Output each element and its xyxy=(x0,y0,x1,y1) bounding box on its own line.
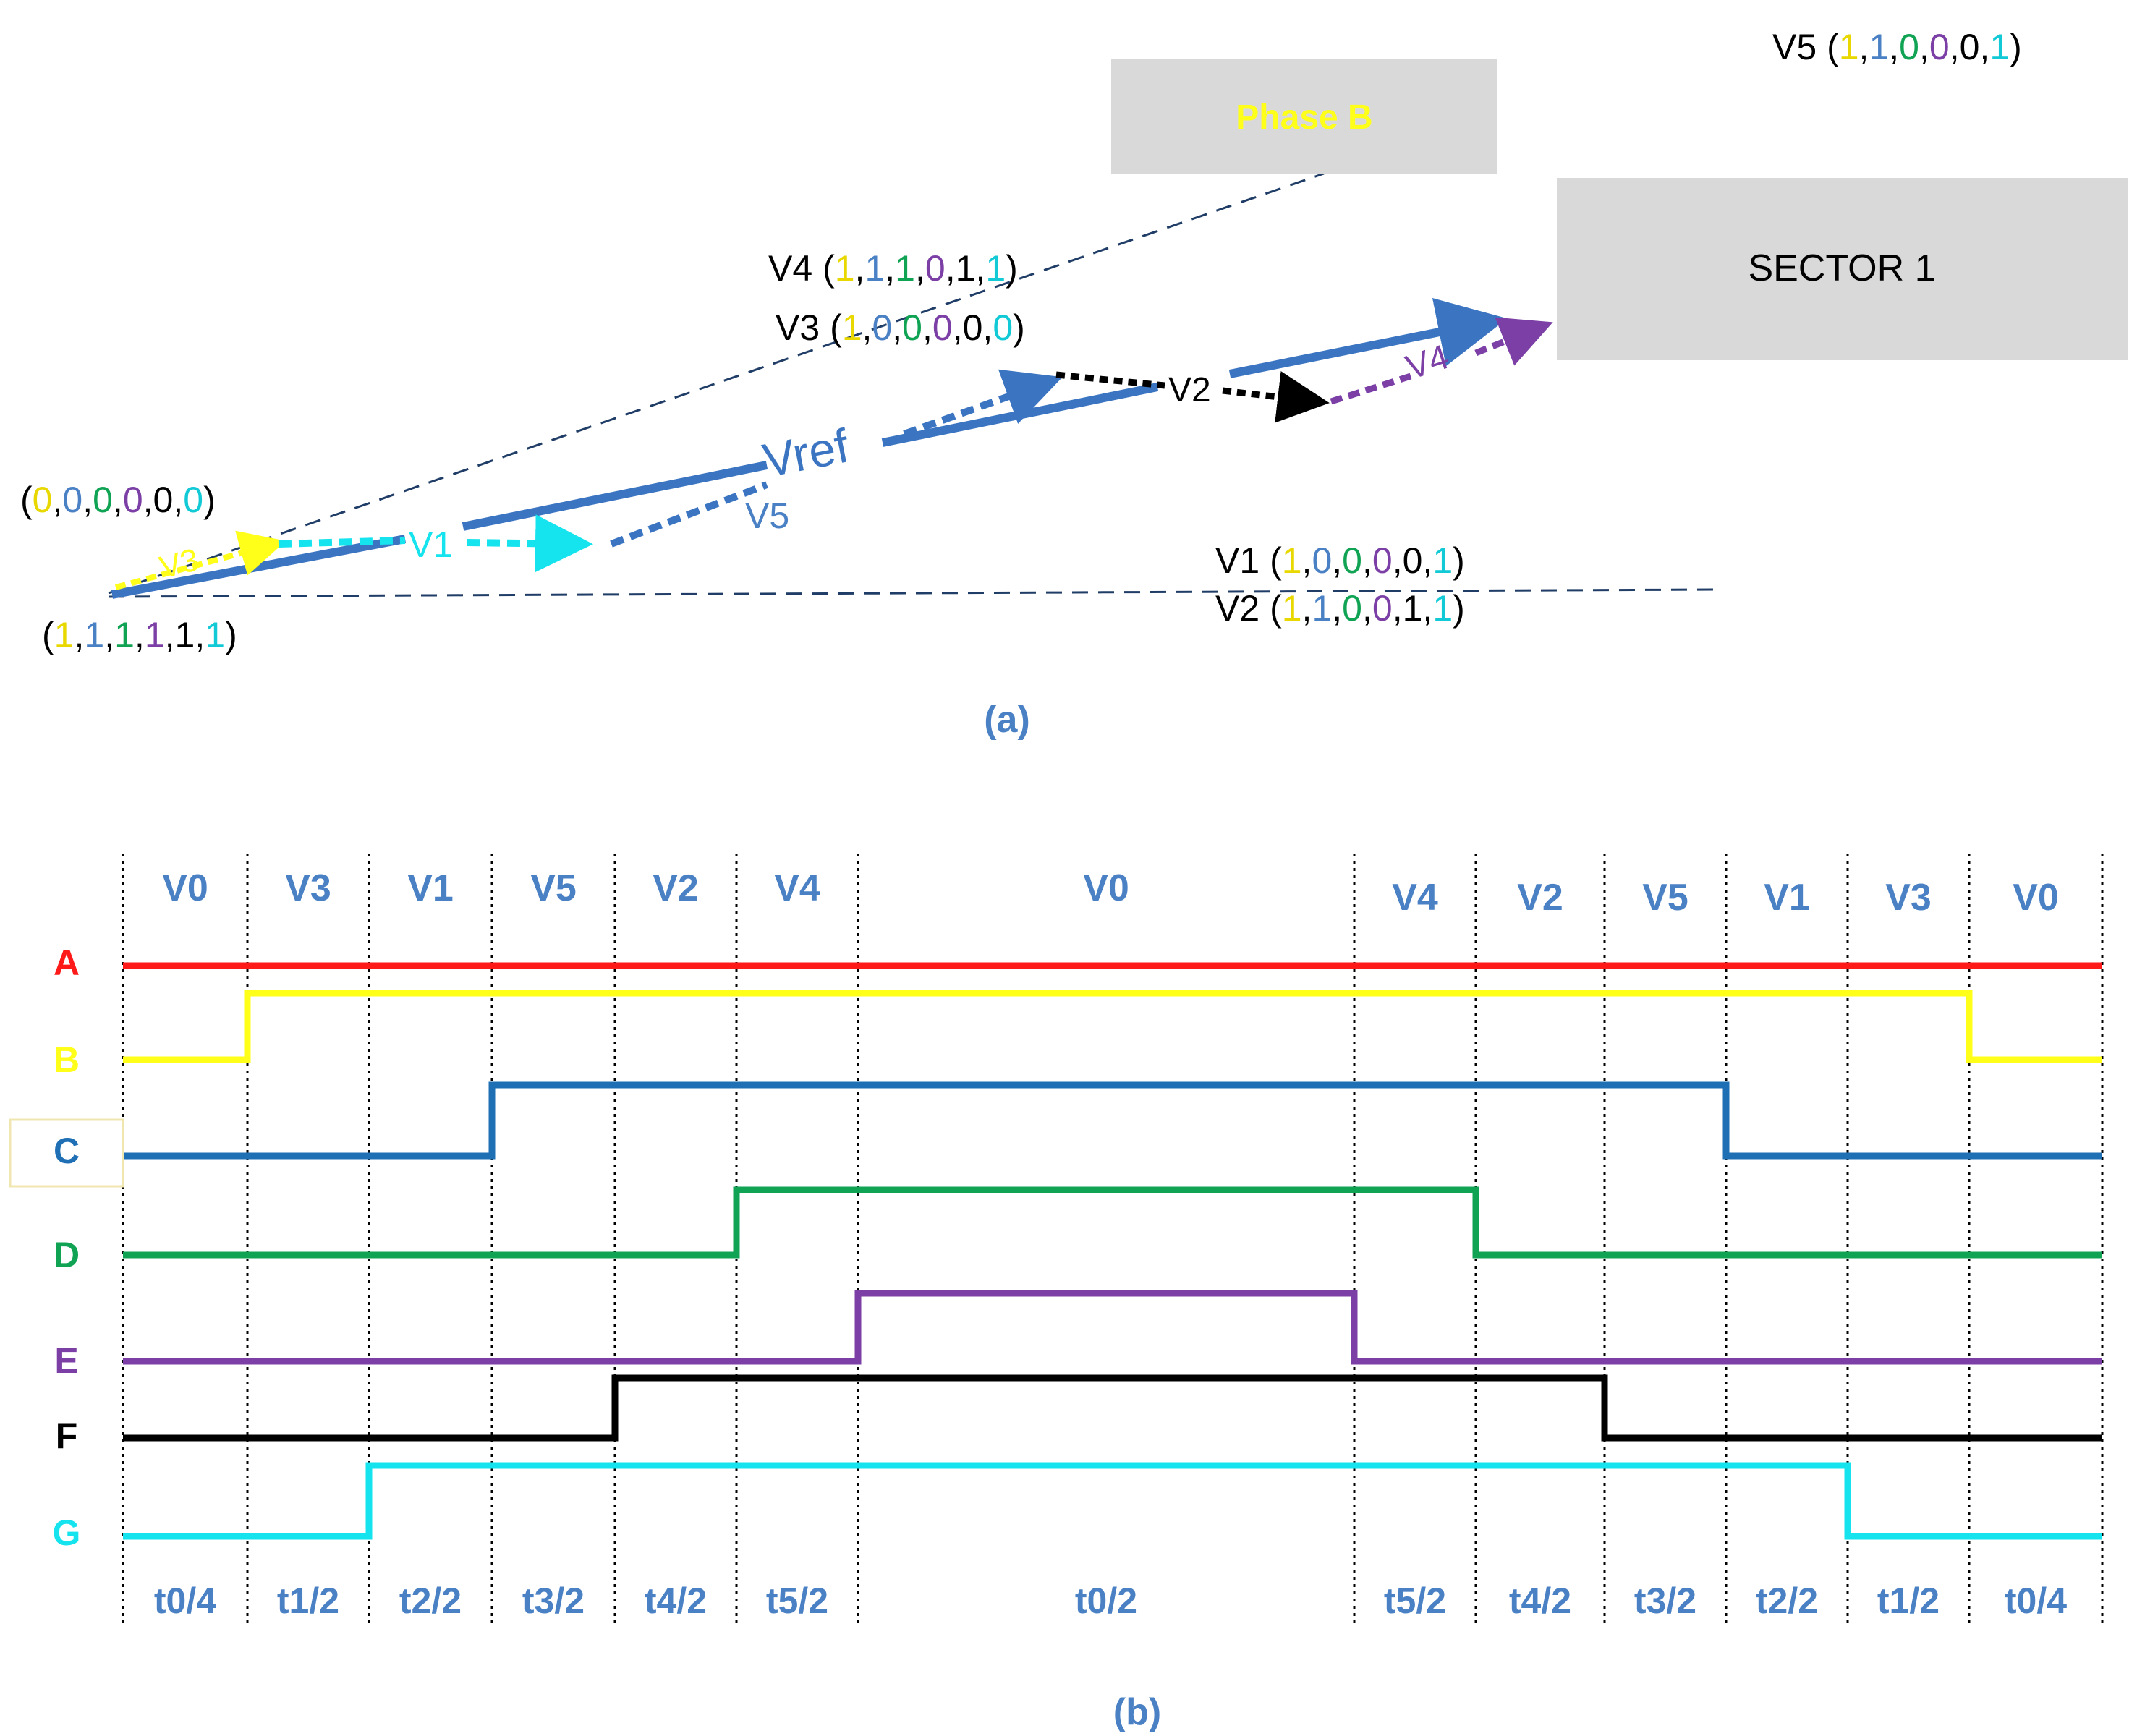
signal-c-highlight-box xyxy=(9,1118,124,1188)
signal-names: A B C D EF G xyxy=(53,943,81,1553)
signal-label-d: D xyxy=(54,1235,80,1275)
v4-arrow xyxy=(1330,373,1412,405)
waveform-e xyxy=(123,1290,2102,1365)
state-v2: V2 (1,1,0,0,1,1) xyxy=(1215,588,1465,629)
state-zero: (0,0,0,0,0,0) xyxy=(20,480,216,520)
time-label: t4/2 xyxy=(1509,1580,1571,1621)
time-label: t4/2 xyxy=(645,1580,707,1621)
vref-label: Vref xyxy=(759,418,854,487)
v2-arrow-tail xyxy=(1222,371,1330,423)
waveform-g xyxy=(123,1462,2102,1540)
v2-arrow xyxy=(1055,371,1165,389)
vector-label: V1 xyxy=(407,867,454,909)
time-label: t3/2 xyxy=(522,1580,585,1621)
waveform-b xyxy=(123,990,2102,1063)
time-label: t0/4 xyxy=(154,1580,216,1621)
time-label: t2/2 xyxy=(1756,1580,1818,1621)
caption-b: (b) xyxy=(1113,1691,1161,1733)
signal-label-g: G xyxy=(53,1512,81,1553)
signal-label-e: E xyxy=(54,1340,78,1381)
v1-arrow xyxy=(278,537,406,548)
interval-dividers xyxy=(122,854,2104,1628)
v5-arrow xyxy=(610,481,768,548)
v1-label: V1 xyxy=(409,524,453,565)
caption-a: (a) xyxy=(984,699,1030,741)
vector-label: V0 xyxy=(162,867,208,909)
vector-label: V2 xyxy=(1517,877,1563,919)
v5-label: V5 xyxy=(745,495,789,536)
time-label: t1/2 xyxy=(1877,1580,1940,1621)
vector-label: V2 xyxy=(653,867,699,909)
v4-arrow-tail xyxy=(1474,317,1553,366)
time-label: t3/2 xyxy=(1634,1580,1696,1621)
signal-label-f: F xyxy=(56,1416,78,1456)
sector-boundary-lower xyxy=(108,588,1715,598)
vref-arrow-segment xyxy=(1228,298,1508,378)
vector-label: V4 xyxy=(1392,877,1438,919)
v1-arrow-tail xyxy=(466,514,593,573)
phase-b-label: Phase B xyxy=(1236,98,1372,137)
signal-label-c: C xyxy=(54,1131,80,1171)
state-one: (1,1,1,1,1,1) xyxy=(42,615,237,655)
time-label: t0/2 xyxy=(1075,1580,1137,1621)
vector-label: V3 xyxy=(285,867,331,909)
time-label: t1/2 xyxy=(277,1580,339,1621)
waveform-d xyxy=(123,1186,2102,1259)
state-v5: V5 (1,1,0,0,0,1) xyxy=(1772,27,2022,67)
time-label: t5/2 xyxy=(1384,1580,1446,1621)
waveform-c xyxy=(123,1081,2102,1160)
waveform-f xyxy=(123,1374,2102,1442)
state-v4: V4 (1,1,1,0,1,1) xyxy=(768,248,1018,289)
time-interval-labels: t0/4 t1/2 t2/2 t3/2 t4/2 t5/2 t0/2 t5/2 t4/2 t3/2… xyxy=(154,1580,2067,1621)
vector-label: V0 xyxy=(1083,867,1129,909)
v3-arrow xyxy=(114,530,286,590)
sector-label: SECTOR 1 xyxy=(1748,247,1935,289)
vector-label: V5 xyxy=(1642,877,1688,919)
panel-a: Phase B SECTOR 1 Vref V3 V1 V5 V2 V4 V5 … xyxy=(20,27,2128,741)
vref-arrow-segment xyxy=(462,461,768,531)
time-label: t2/2 xyxy=(399,1580,462,1621)
state-v3: V3 (1,0,0,0,0,0) xyxy=(776,307,1025,348)
v2-label: V2 xyxy=(1168,371,1211,409)
signal-label-b: B xyxy=(54,1039,80,1080)
vector-label: V0 xyxy=(2013,877,2059,919)
sector-box xyxy=(1557,178,2128,360)
phase-b-box xyxy=(1111,59,1497,174)
vector-label: V3 xyxy=(1885,877,1932,919)
signal-label-a: A xyxy=(54,943,80,983)
switching-waveforms xyxy=(123,962,2102,1540)
v5-arrow-tail xyxy=(903,369,1063,438)
vector-label: V4 xyxy=(774,867,820,909)
state-v1: V1 (1,0,0,0,0,1) xyxy=(1215,540,1465,581)
vector-label: V1 xyxy=(1764,877,1810,919)
vector-label: V5 xyxy=(530,867,577,909)
sector-boundary-upper xyxy=(108,172,1325,595)
time-label: t5/2 xyxy=(766,1580,828,1621)
vector-sequence-labels: V0 V3 V1 V5 V2 V4 V0 V4 V2 V5 V1 V3 V0 xyxy=(162,867,2059,919)
time-label: t0/4 xyxy=(2005,1580,2067,1621)
